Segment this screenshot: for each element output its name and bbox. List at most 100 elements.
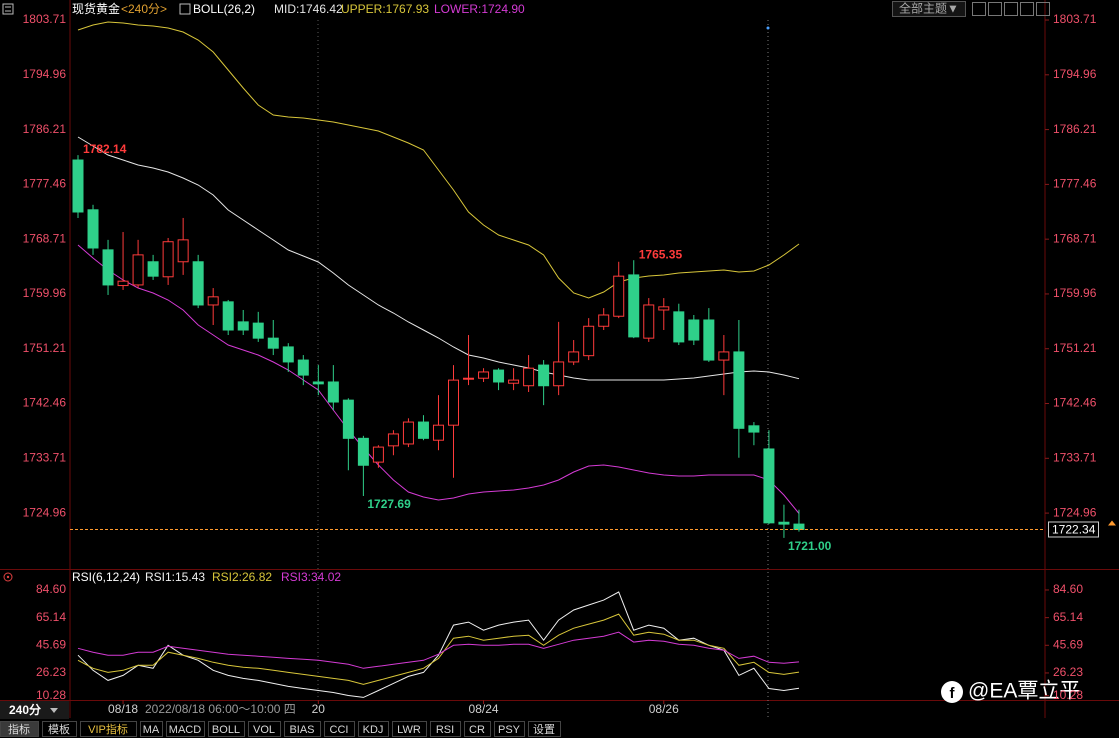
y-tick-label-right: 1742.46 [1053, 396, 1097, 410]
toolbar-tab-label[interactable]: CR [469, 724, 485, 736]
toolbar-tab-label[interactable]: RSI [436, 724, 454, 736]
toolbar-tab-label[interactable]: VOL [253, 724, 275, 736]
candle-body [538, 364, 550, 387]
toolbar-tab[interactable] [494, 721, 525, 737]
legend-entry: RSI2:26.82 [212, 570, 272, 584]
rsi-line [77, 631, 800, 669]
y-tick-label-right: 1794.96 [1053, 67, 1097, 81]
toolbar-tab[interactable] [284, 721, 321, 737]
toolbar-tab[interactable] [80, 721, 137, 737]
candle-body [508, 379, 520, 384]
rsi-icon[interactable] [3, 572, 13, 582]
boll-line [77, 244, 800, 514]
toolbar-tab-label[interactable]: BIAS [289, 724, 314, 736]
toolbar-tab[interactable] [430, 721, 461, 737]
toolbar-tab[interactable] [0, 721, 39, 737]
candle-body [718, 351, 730, 361]
candle-body [192, 261, 204, 306]
toolbar-tab[interactable] [140, 721, 163, 737]
toolbar-tab[interactable] [392, 721, 427, 737]
toolbar-tab-label[interactable]: 模板 [48, 722, 70, 736]
candle-body [628, 274, 640, 338]
window-buttons [972, 2, 1050, 16]
period-dropdown[interactable] [50, 708, 58, 713]
period-button[interactable]: 240分 [9, 702, 41, 717]
y-tick-label-right: 1759.96 [1053, 286, 1097, 300]
toolbar-tab[interactable] [528, 721, 561, 737]
candle-body [222, 301, 234, 331]
last-price-marker [1108, 520, 1116, 526]
high-label: 1765.35 [639, 247, 683, 261]
window-button[interactable] [1036, 2, 1050, 16]
candle-body [673, 311, 685, 343]
low-label: 1727.69 [367, 497, 411, 511]
candle-body [613, 275, 625, 317]
menu-icon[interactable] [2, 3, 14, 15]
y-tick-label: 1777.46 [23, 177, 67, 191]
toolbar-tab[interactable] [464, 721, 491, 737]
indicator-icon[interactable] [179, 3, 191, 15]
theme-button[interactable] [892, 1, 966, 17]
candle-body [778, 521, 790, 525]
toolbar-tab-label[interactable]: 设置 [533, 723, 555, 736]
toolbar-tab-label[interactable]: LWR [397, 724, 421, 736]
candle-body [598, 314, 610, 327]
y-tick-label-right: 1786.21 [1053, 122, 1097, 136]
toolbar-tab-label[interactable]: BOLL [212, 724, 240, 736]
symbol-title: 现货黄金 [72, 1, 120, 16]
y-tick-label-right: 1803.71 [1053, 12, 1097, 26]
y-tick-label: 1742.46 [23, 396, 67, 410]
y-tick-label-right: 1751.21 [1053, 341, 1097, 355]
candle-body [72, 159, 84, 213]
candle-body [387, 433, 399, 447]
toolbar-tab[interactable] [248, 721, 281, 737]
toolbar-tab-label[interactable]: KDJ [363, 724, 384, 736]
x-tick-label: 20 [312, 702, 326, 716]
toolbar-tab-label[interactable]: PSY [498, 724, 521, 736]
indicator-title: BOLL(26,2) [193, 2, 255, 16]
toolbar-tab-label[interactable]: VIP指标 [88, 722, 128, 736]
window-button[interactable] [972, 2, 986, 16]
toolbar-tab[interactable] [42, 721, 77, 737]
candle-body [463, 377, 475, 380]
candle-body [658, 306, 670, 311]
candle-body [237, 321, 249, 331]
y-tick-label: 1733.71 [23, 450, 67, 464]
candle-body [207, 296, 219, 306]
legend-entry: MID:1746.42 [274, 2, 343, 16]
toolbar-tab[interactable] [208, 721, 245, 737]
candle-body [417, 421, 429, 439]
candle-body [102, 249, 114, 286]
toolbar-tab-label[interactable]: MA [143, 724, 160, 736]
toolbar-tab-label[interactable]: MACD [169, 724, 201, 736]
y-tick-label: 1759.96 [23, 286, 67, 300]
window-button[interactable] [1004, 2, 1018, 16]
toolbar-tab[interactable] [358, 721, 389, 737]
y-tick-label: 1751.21 [23, 341, 67, 355]
watermark: @EA覃立平 [968, 680, 1080, 703]
y-tick-label: 1794.96 [23, 67, 67, 81]
window-button[interactable] [988, 2, 1002, 16]
toolbar-tab-label[interactable]: CCI [330, 724, 349, 736]
rsi-title: RSI(6,12,24) [72, 570, 140, 584]
y-tick-label: 26.23 [36, 665, 66, 679]
y-tick-label-right: 1777.46 [1053, 177, 1097, 191]
y-tick-label-right: 65.14 [1053, 610, 1083, 624]
candle-body [117, 280, 129, 287]
y-tick-label-right: 1733.71 [1053, 450, 1097, 464]
toolbar-tab[interactable] [324, 721, 355, 737]
last-price-label: 1722.34 [1052, 523, 1096, 537]
toolbar-tab[interactable] [166, 721, 205, 737]
window-button[interactable] [1020, 2, 1034, 16]
legend-entry: RSI1:15.43 [145, 570, 205, 584]
candle-body [297, 359, 309, 376]
candle-body [147, 261, 159, 277]
toolbar-tab-label[interactable]: 指标 [8, 722, 30, 736]
candle-body [282, 346, 294, 363]
y-tick-label-right: 1724.96 [1053, 505, 1097, 519]
period-label: <240分> [121, 2, 167, 16]
candle-body [132, 254, 144, 286]
y-tick-label: 1768.71 [23, 231, 67, 245]
period-button-bg[interactable] [0, 701, 69, 719]
